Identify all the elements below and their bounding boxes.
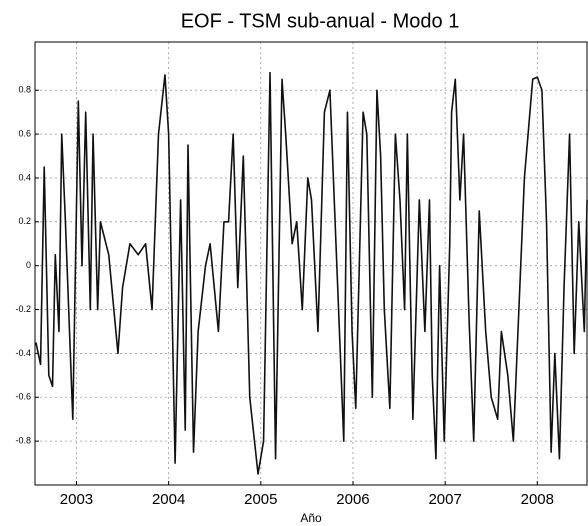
y-tick-label: -0.2	[15, 304, 31, 314]
x-axis-label: Año	[300, 511, 322, 525]
y-tick-label: 0.6	[18, 128, 31, 138]
plot-frame	[34, 41, 588, 486]
y-tick-label: -0.4	[15, 348, 31, 358]
x-tick-label: 2004	[152, 491, 185, 508]
y-tick-label: -0.6	[15, 392, 31, 402]
x-tick-label: 2005	[244, 491, 277, 508]
y-tick-label: 0	[26, 260, 31, 270]
x-tick-label: 2003	[60, 491, 93, 508]
y-tick-label: -0.8	[15, 436, 31, 446]
chart-title: EOF - TSM sub-anual - Modo 1	[181, 10, 460, 32]
x-tick-label: 2006	[336, 491, 369, 508]
y-tick-label: 0.8	[18, 85, 31, 95]
data-line	[35, 71, 588, 475]
y-tick-label: 0.4	[18, 172, 31, 182]
x-tick-label: 2008	[521, 491, 554, 508]
x-tick-label: 2007	[428, 491, 461, 508]
y-tick-label: 0.2	[18, 216, 31, 226]
